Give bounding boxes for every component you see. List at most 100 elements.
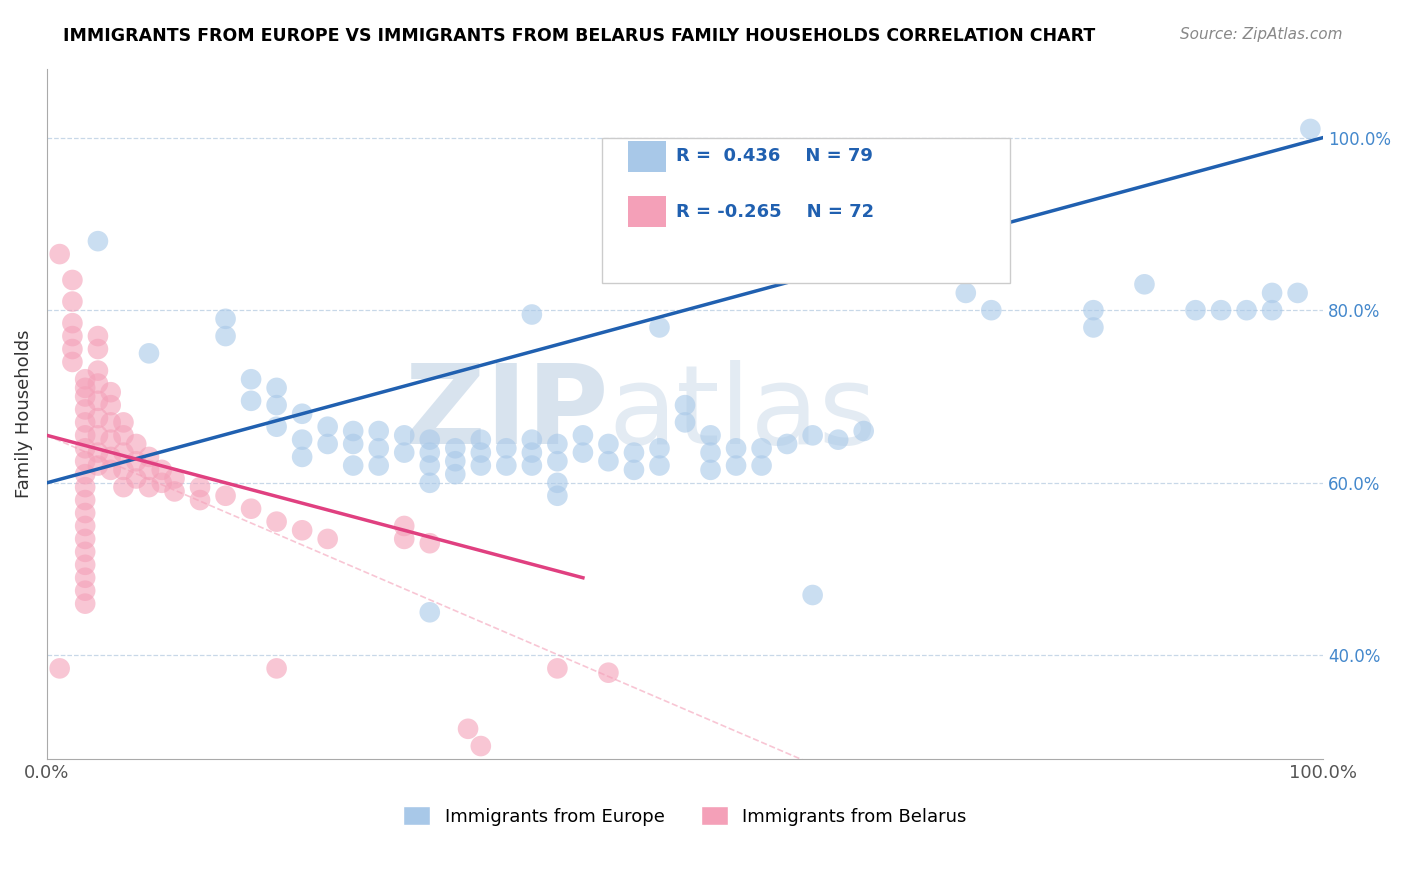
Point	[419, 458, 441, 473]
Point	[266, 515, 288, 529]
Point	[1299, 122, 1322, 136]
Point	[266, 381, 288, 395]
Point	[673, 416, 696, 430]
Point	[598, 437, 620, 451]
Point	[100, 416, 122, 430]
Point	[495, 458, 517, 473]
Point	[87, 329, 110, 343]
Point	[214, 311, 236, 326]
Point	[240, 393, 263, 408]
Point	[112, 480, 135, 494]
Point	[112, 445, 135, 459]
Point	[150, 475, 173, 490]
Point	[75, 428, 97, 442]
Point	[801, 588, 824, 602]
Point	[546, 437, 568, 451]
Point	[214, 329, 236, 343]
Point	[648, 320, 671, 334]
Point	[112, 416, 135, 430]
Point	[394, 532, 416, 546]
Point	[62, 329, 84, 343]
Point	[367, 424, 389, 438]
Point	[572, 445, 595, 459]
Point	[546, 489, 568, 503]
Point	[1083, 320, 1105, 334]
Point	[316, 419, 339, 434]
Point	[75, 402, 97, 417]
Point	[623, 445, 645, 459]
Point	[87, 376, 110, 391]
Text: Source: ZipAtlas.com: Source: ZipAtlas.com	[1180, 27, 1343, 42]
Point	[112, 463, 135, 477]
Point	[419, 433, 441, 447]
Point	[75, 583, 97, 598]
Point	[188, 493, 211, 508]
Point	[150, 463, 173, 477]
Point	[87, 393, 110, 408]
Point	[1133, 277, 1156, 292]
Bar	[627, 196, 666, 227]
Point	[751, 442, 773, 456]
Point	[546, 454, 568, 468]
Point	[699, 463, 721, 477]
Point	[125, 437, 148, 451]
Point	[48, 661, 70, 675]
Point	[699, 445, 721, 459]
Point	[801, 428, 824, 442]
Point	[598, 454, 620, 468]
Point	[699, 428, 721, 442]
Point	[87, 234, 110, 248]
Point	[419, 536, 441, 550]
Point	[648, 442, 671, 456]
Point	[100, 398, 122, 412]
Point	[75, 416, 97, 430]
Point	[75, 532, 97, 546]
Y-axis label: Family Households: Family Households	[15, 329, 32, 498]
Point	[751, 458, 773, 473]
Point	[394, 428, 416, 442]
Point	[1236, 303, 1258, 318]
Point	[1184, 303, 1206, 318]
Point	[394, 445, 416, 459]
Point	[367, 442, 389, 456]
Point	[75, 519, 97, 533]
Point	[444, 454, 467, 468]
Point	[367, 458, 389, 473]
Point	[291, 407, 314, 421]
Point	[75, 558, 97, 572]
Point	[673, 398, 696, 412]
Point	[75, 467, 97, 482]
Point	[291, 523, 314, 537]
Point	[87, 411, 110, 425]
Point	[75, 372, 97, 386]
Point	[725, 442, 748, 456]
Point	[495, 442, 517, 456]
Point	[75, 506, 97, 520]
Point	[520, 458, 543, 473]
Point	[125, 471, 148, 485]
Point	[1261, 285, 1284, 300]
Point	[112, 428, 135, 442]
Point	[457, 722, 479, 736]
Point	[138, 346, 160, 360]
Point	[419, 445, 441, 459]
Point	[163, 484, 186, 499]
Point	[725, 458, 748, 473]
Point	[342, 458, 364, 473]
Point	[62, 294, 84, 309]
Point	[62, 273, 84, 287]
Bar	[627, 141, 666, 172]
Point	[520, 445, 543, 459]
Point	[75, 545, 97, 559]
Point	[598, 665, 620, 680]
Point	[87, 363, 110, 377]
Point	[470, 739, 492, 753]
Point	[240, 501, 263, 516]
Point	[827, 433, 849, 447]
Point	[75, 597, 97, 611]
Point	[444, 442, 467, 456]
Text: IMMIGRANTS FROM EUROPE VS IMMIGRANTS FROM BELARUS FAMILY HOUSEHOLDS CORRELATION : IMMIGRANTS FROM EUROPE VS IMMIGRANTS FRO…	[63, 27, 1095, 45]
Text: ZIP: ZIP	[405, 360, 609, 467]
Point	[1083, 303, 1105, 318]
Text: R = -0.265    N = 72: R = -0.265 N = 72	[676, 203, 875, 221]
